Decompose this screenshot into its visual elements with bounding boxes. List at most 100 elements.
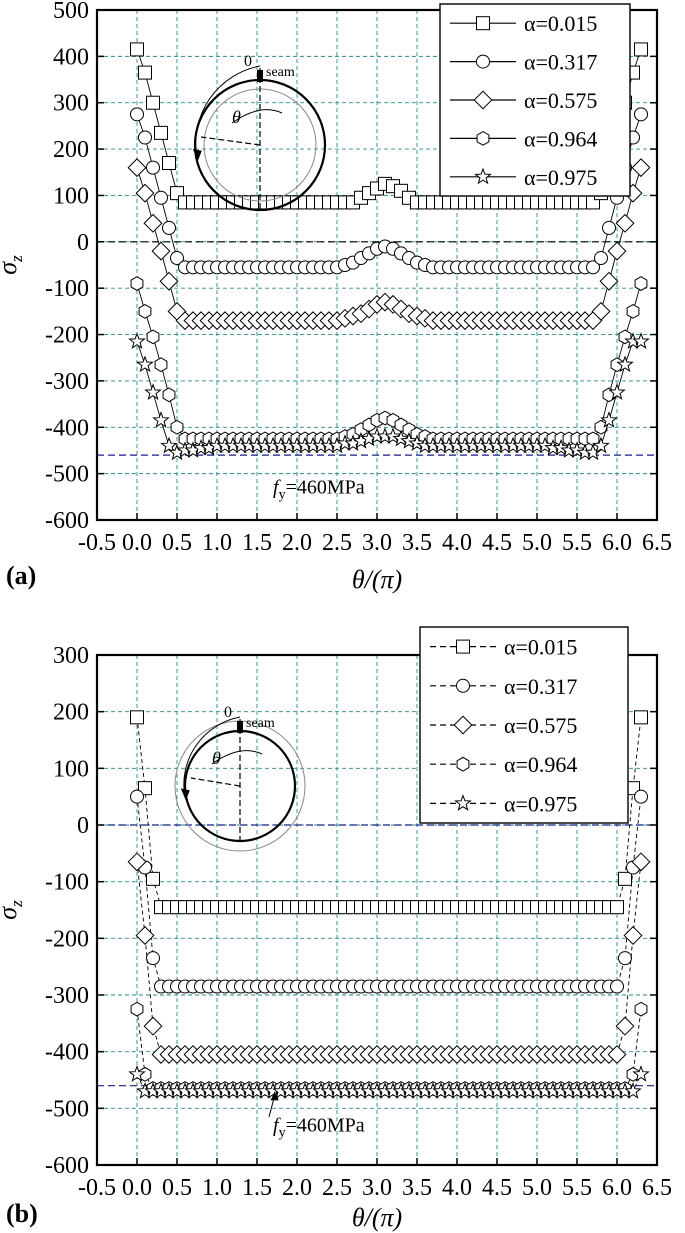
ticks: -0.5 0.0 0.5 1.0 1.5 2.0 2.5 3.0 3.5 4.0 4.5 5.0 5.5… [45,643,672,1201]
x-tick-label: 4.5 [482,530,512,556]
data-point [146,951,160,966]
panel-label: (b) [6,1199,38,1228]
data-point [599,271,619,291]
data-point [146,95,160,110]
inset-arc-arrowhead [192,148,202,161]
y-axis-label-symbol: σ [0,261,22,275]
legend-marker [456,639,470,654]
legend-label: α=0.317 [504,674,577,699]
data-point [127,158,147,178]
annotation-suffix: =460MPa [286,477,365,499]
data-point [152,411,170,428]
data-point [162,156,176,170]
data-point [144,383,162,400]
data-point [618,951,632,966]
data-point [130,42,144,57]
x-tick-label: 5.0 [522,530,552,556]
data-point [143,213,163,233]
data-point [623,926,643,945]
y-tick-label: -600 [45,1153,89,1179]
annotation-sub: y [279,488,286,503]
x-tick-label: 1.5 [242,1175,272,1201]
series-square [130,710,648,915]
y-tick-label: -100 [45,276,89,302]
y-tick-label: -400 [45,1040,89,1066]
data-point [616,355,634,373]
y-tick-label: 200 [53,137,89,163]
data-point [135,183,155,203]
legend-label: α=0.975 [504,791,577,816]
data-point [130,1001,144,1017]
inset-theta-label: θ [212,748,221,768]
inset-theta-label: θ [232,107,241,127]
x-tick-label: 3.5 [402,1175,432,1201]
y-tick-label: -200 [45,926,89,952]
x-tick-label: 1.0 [202,1175,232,1201]
data-point [634,42,648,57]
series-circle [130,789,648,994]
x-tick-label: 3.5 [402,530,432,556]
y-tick-label: 0 [77,230,89,256]
x-tick-label: -0.5 [78,1175,116,1201]
y-tick-label: 200 [53,700,89,726]
x-tick-label: 2.0 [282,530,312,556]
inset-theta-arc [231,109,283,124]
legend-label: α=0.964 [524,126,597,151]
series-star [128,332,650,461]
data-point [170,251,184,266]
data-point [552,438,570,456]
inset-seam-marker [237,721,243,733]
y-tick-label: -600 [45,508,89,534]
legend-marker [456,756,470,772]
data-point [408,434,426,451]
y-tick-label: -300 [45,983,89,1009]
x-tick-label: 0.5 [162,1175,192,1201]
series-circle [130,107,648,275]
y-tick-label: 300 [53,643,89,669]
legend: α=0.015 α=0.317 α=0.575 α=0.964 α=0.975 [419,626,629,824]
data-point [138,130,152,145]
y-axis-label: σz [0,255,26,275]
legend-label: α=0.015 [524,11,597,36]
inset-schematic: 0 seam θ [192,53,327,212]
x-axis-label: θ/(π) [352,565,402,594]
yield-annotation: fy=460MPa [273,477,365,503]
x-tick-label: 4.0 [442,1175,472,1201]
data-point [128,1065,146,1082]
inset-seam-marker [257,70,263,82]
data-point [127,852,147,872]
legend-label: α=0.975 [524,165,597,190]
legend-label: α=0.964 [504,752,577,777]
legend-marker [456,678,470,693]
legend-marker [473,90,493,110]
data-point [130,789,144,804]
data-point [151,241,171,261]
data-point [607,1045,627,1064]
data-point [135,926,155,945]
x-tick-label: 6.0 [602,530,632,556]
legend-marker [453,715,473,735]
x-axis-label: θ/(π) [352,1203,402,1232]
x-tick-label: 3.0 [362,1175,392,1201]
x-tick-label: 5.0 [522,1175,552,1201]
x-tick-label: -0.5 [78,530,116,556]
data-point [624,1082,642,1099]
series-star [128,1065,650,1099]
y-tick-label: -500 [45,462,89,488]
y-tick-label: -300 [45,369,89,395]
series-diamond [127,158,651,331]
data-point [608,383,626,400]
data-point [615,213,635,233]
data-point [154,125,168,140]
data-point [138,303,152,319]
data-point [130,710,144,725]
chart-panel-a: -0.5 0.0 0.5 1.0 1.5 2.0 2.5 3.0 3.5 4.0 4.5 5.0 5.5… [0,0,672,594]
legend-label: α=0.575 [524,88,597,113]
legend-marker [476,131,490,146]
x-tick-label: 0.0 [122,530,152,556]
data-point [607,241,627,261]
x-tick-label: 4.5 [482,1175,512,1201]
legend-label: α=0.575 [504,713,577,738]
data-point [136,355,154,373]
data-point [146,871,160,886]
